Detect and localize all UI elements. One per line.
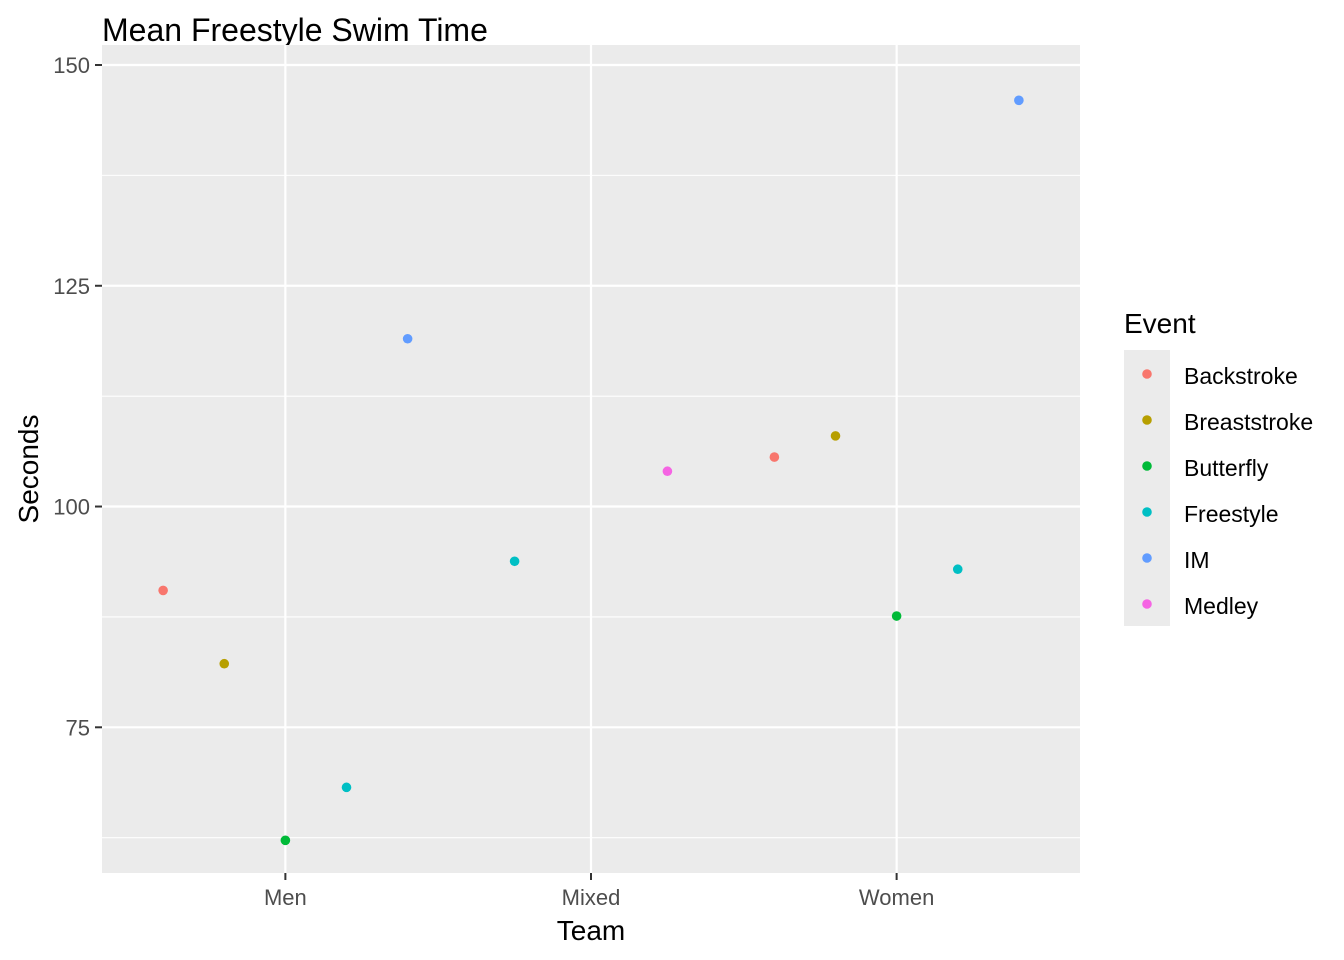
legend: Event Backstroke Breaststroke Butterfly Fre… (1124, 308, 1313, 626)
y-axis-title: Seconds (13, 415, 44, 524)
x-axis-title: Team (557, 915, 625, 946)
data-point-medley (662, 466, 673, 477)
data-point-freestyle (341, 782, 352, 793)
data-point-im (1014, 95, 1024, 106)
legend-label: IM (1184, 547, 1210, 573)
legend-label: Backstroke (1184, 363, 1298, 389)
data-point-butterfly (280, 835, 291, 846)
legend-key-freestyle (1142, 507, 1152, 517)
legend-label: Breaststroke (1184, 409, 1313, 435)
y-tick-label: 100 (53, 495, 90, 520)
x-tick-label: Women (859, 885, 934, 910)
data-point-backstroke (769, 452, 780, 462)
legend-label: Freestyle (1184, 501, 1279, 527)
legend-label: Medley (1184, 593, 1259, 619)
data-point-breaststroke (219, 658, 230, 669)
data-points (158, 95, 1024, 846)
legend-label: Butterfly (1184, 455, 1269, 481)
x-axis: Men Mixed Women (264, 873, 934, 910)
legend-items: Backstroke Breaststroke Butterfly Freestyle… (1142, 363, 1313, 619)
legend-key-medley (1142, 599, 1152, 609)
x-tick-label: Mixed (562, 885, 621, 910)
data-point-breaststroke (830, 431, 841, 441)
x-tick-label: Men (264, 885, 307, 910)
legend-key-breaststroke (1142, 415, 1152, 425)
legend-key-background (1124, 350, 1170, 626)
y-tick-label: 125 (53, 274, 90, 299)
data-point-freestyle (952, 564, 963, 575)
data-point-butterfly (891, 611, 902, 621)
data-point-im (402, 333, 413, 344)
grid-lines (102, 45, 1080, 873)
data-point-backstroke (158, 585, 168, 596)
chart-title: Mean Freestyle Swim Time (102, 12, 488, 48)
legend-key-butterfly (1142, 461, 1152, 471)
y-tick-label: 75 (66, 715, 90, 740)
legend-title: Event (1124, 308, 1196, 339)
y-tick-label: 150 (53, 53, 90, 78)
legend-key-backstroke (1142, 369, 1152, 379)
legend-key-im (1142, 553, 1152, 563)
data-point-freestyle (509, 556, 520, 567)
y-axis: 75 100 125 150 (53, 53, 102, 740)
